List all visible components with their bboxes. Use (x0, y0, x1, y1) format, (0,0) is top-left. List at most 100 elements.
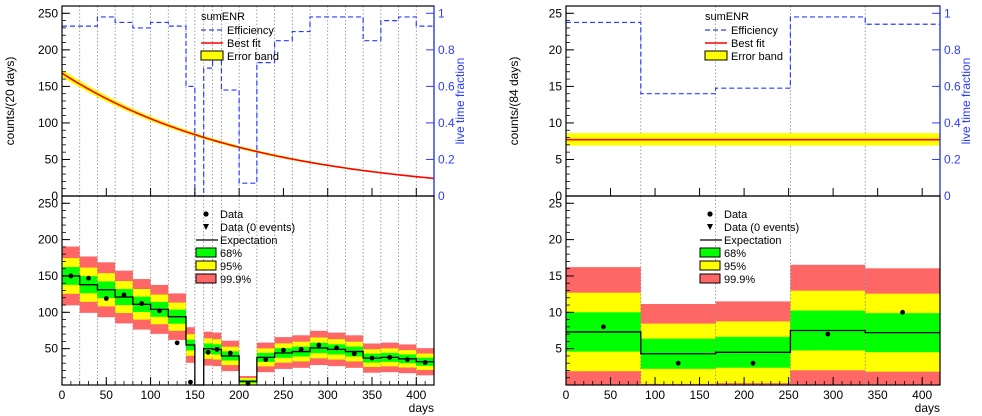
data-point (214, 346, 220, 352)
x-tick-label: 300 (823, 388, 843, 402)
y-tick-label: 100 (38, 305, 58, 319)
data-point (205, 349, 211, 355)
legend-label: Expectation (220, 235, 277, 247)
y-tick-label: 0 (51, 189, 58, 203)
legend-swatch-data (203, 211, 209, 217)
y-tick-label: 50 (45, 152, 59, 166)
legend-label: Data (724, 209, 748, 221)
y2-tick-label: 0.6 (438, 79, 455, 93)
y2-axis-title: live time fraction (453, 58, 467, 145)
data-point (750, 360, 756, 366)
data-point (825, 331, 831, 337)
x-tick-label: 250 (779, 388, 799, 402)
legend-label: Best fit (731, 38, 765, 50)
y-tick-label: 20 (549, 43, 563, 57)
legend-label: 68% (724, 248, 746, 260)
legend-swatch-zero-events (707, 224, 713, 230)
data-point (405, 357, 410, 362)
y-tick-label: 200 (38, 43, 58, 57)
x-tick-label: 150 (690, 388, 710, 402)
data-point (900, 309, 905, 315)
legend-label: 95% (724, 261, 746, 273)
x-tick-label: 0 (59, 388, 66, 402)
data-point (422, 360, 428, 365)
legend-label: Data (0 events) (724, 222, 799, 234)
x-tick-label: 150 (185, 388, 205, 402)
y-tick-label: 150 (38, 269, 58, 283)
legend-label: Expectation (724, 235, 781, 247)
y-tick-label: 5 (555, 152, 562, 166)
x-tick-label: 350 (362, 388, 382, 402)
data-point (351, 351, 357, 357)
legend-header: sumENR (201, 11, 245, 23)
y-tick-label: 250 (38, 196, 58, 210)
legend-label: 95% (220, 261, 242, 273)
x-tick-label: 50 (604, 388, 618, 402)
efficiency-step-line (566, 16, 940, 95)
x-tick-label: 350 (868, 388, 888, 402)
legend-label: Best fit (227, 38, 261, 50)
data-point (334, 345, 339, 351)
y2-tick-label: 0.4 (438, 116, 455, 130)
legend-swatch-68 (699, 247, 721, 258)
x-tick-label: 0 (563, 388, 570, 402)
legend-swatch-68 (195, 247, 217, 258)
y-tick-label: 20 (549, 233, 563, 247)
y-tick-label: 15 (549, 269, 563, 283)
data-point (121, 292, 127, 298)
y-tick-label: 150 (38, 79, 58, 93)
legend-label: 68% (220, 248, 242, 260)
y2-tick-label: 1 (438, 6, 445, 20)
x-tick-label: 100 (141, 388, 161, 402)
data-point (298, 346, 304, 352)
data-point (227, 350, 233, 356)
y2-tick-label: 0.2 (438, 152, 455, 166)
legend-swatch-zero-events (203, 224, 209, 230)
x-tick-label: 400 (406, 388, 426, 402)
y-tick-label: 25 (549, 6, 563, 20)
x-tick-label: 400 (912, 388, 932, 402)
data-point (281, 347, 286, 353)
y-tick-label: 25 (549, 196, 563, 210)
data-point (86, 275, 91, 281)
y-tick-label: 100 (38, 116, 58, 130)
y-tick-label: 250 (38, 6, 58, 20)
legend-label: 99.9% (220, 274, 251, 286)
y2-tick-label: 0 (438, 189, 445, 203)
x-axis-title: days (915, 401, 940, 415)
data-point (157, 308, 162, 314)
y-tick-label: 5 (555, 342, 562, 356)
data-point (139, 301, 145, 306)
x-tick-label: 100 (645, 388, 665, 402)
x-tick-label: 300 (318, 388, 338, 402)
legend-swatch-band (200, 50, 224, 61)
data-point (103, 296, 109, 301)
legend-label: Data (0 events) (220, 222, 295, 234)
legend-label: Error band (731, 51, 783, 63)
y2-tick-label: 0.4 (944, 116, 961, 130)
data-point (174, 340, 180, 346)
x-tick-label: 200 (229, 388, 249, 402)
y2-tick-label: 1 (944, 6, 951, 20)
data-point (263, 357, 269, 362)
legend-label: Efficiency (227, 25, 274, 37)
y2-tick-label: 0 (944, 189, 951, 203)
legend-swatch-99-9 (699, 273, 721, 284)
y-tick-label: 10 (549, 305, 563, 319)
y2-tick-label: 0.8 (438, 43, 455, 57)
y2-tick-label: 0.2 (944, 152, 961, 166)
legend-swatch-95 (195, 260, 217, 271)
data-point (601, 324, 606, 330)
data-point (675, 360, 681, 366)
legend-label: 99.9% (724, 274, 755, 286)
expectation-line (566, 329, 940, 355)
legend-label: Efficiency (731, 25, 778, 37)
x-axis-title: days (409, 401, 434, 415)
legend-swatch-95 (699, 260, 721, 271)
y2-tick-label: 0.6 (944, 79, 961, 93)
y-tick-label: 0 (555, 189, 562, 203)
x-tick-label: 250 (273, 388, 293, 402)
y2-tick-label: 0.8 (944, 43, 961, 57)
y-axis-title: counts/(20 days) (3, 57, 17, 146)
legend-swatch-band (704, 50, 728, 61)
